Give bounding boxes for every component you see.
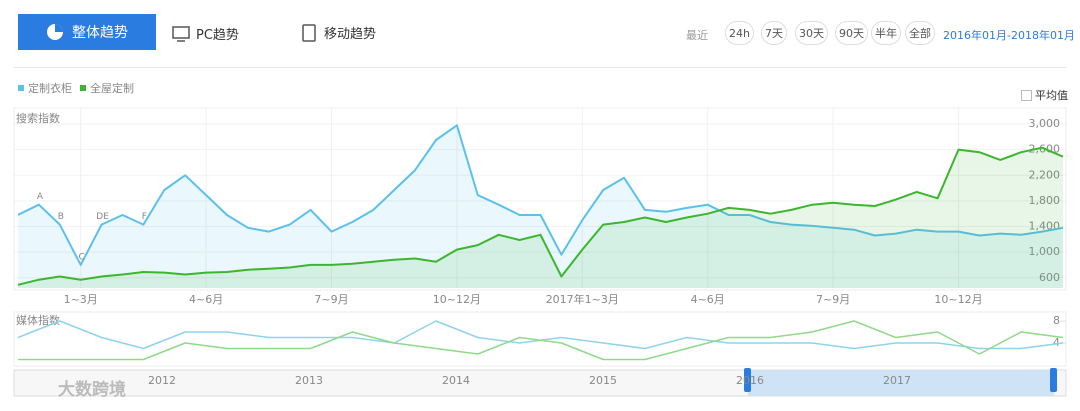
navigator-year: 2013	[295, 374, 323, 387]
tab-label: 移动趋势	[324, 27, 377, 42]
navigator-selection[interactable]	[748, 370, 1054, 396]
range-option[interactable]: 30天	[795, 21, 828, 45]
range-option[interactable]: 24h	[725, 21, 754, 45]
x-tick-label: 2017年1~3月	[546, 292, 619, 306]
y-tick-label: 8	[1053, 314, 1060, 327]
mobile-icon	[302, 23, 316, 42]
average-label: 平均值	[1035, 89, 1068, 102]
navigator-year: 2012	[148, 374, 176, 387]
y-axis-label: 搜索指数	[16, 111, 60, 125]
x-tick-label: 7~9月	[314, 293, 348, 306]
range-option[interactable]: 90天	[835, 21, 868, 45]
media-frame	[13, 311, 1067, 367]
annotation: C	[79, 252, 85, 262]
legend-swatch	[18, 85, 24, 91]
annotation: DE	[96, 212, 109, 222]
watermark: 大数跨境	[58, 379, 126, 400]
navigator-year: 2014	[442, 374, 470, 387]
legend-label: 全屋定制	[90, 81, 134, 95]
average-toggle[interactable]: 平均值	[1021, 87, 1068, 103]
range-option[interactable]: 全部	[905, 21, 935, 45]
mobile-tab[interactable]: 移动趋势	[302, 23, 376, 42]
area-fill	[18, 125, 1063, 288]
overall-tab[interactable]: 整体趋势	[18, 14, 156, 50]
checkbox[interactable]	[1021, 89, 1032, 101]
pie-icon	[47, 24, 63, 40]
legend-label: 定制衣柜	[28, 81, 72, 95]
y-tick-label: 1,000	[1029, 245, 1061, 258]
y-tick-label: 2,200	[1029, 168, 1061, 181]
x-tick-label: 4~6月	[189, 293, 223, 306]
x-tick-label: 10~12月	[433, 293, 481, 306]
annotation: B	[58, 212, 64, 222]
navigator-handle[interactable]	[744, 368, 751, 392]
pc-icon	[172, 25, 190, 42]
period[interactable]: 2016年01月-2018年01月	[943, 29, 1075, 42]
y-tick-label: 4	[1053, 336, 1060, 349]
plot-frame	[13, 107, 1067, 291]
range-option[interactable]: 半年	[871, 21, 901, 45]
legend-swatch	[80, 85, 86, 91]
y-tick-label: 1,800	[1029, 194, 1061, 207]
navigator-year: 2016	[736, 374, 764, 387]
line	[17, 146, 1064, 286]
range-option[interactable]: 7天	[761, 21, 787, 45]
navigator-year: 2017	[883, 374, 911, 387]
y-axis-label: 媒体指数	[16, 313, 60, 327]
line	[18, 320, 1064, 361]
x-tick-label: 10~12月	[934, 293, 982, 306]
tab-label: 整体趋势	[72, 25, 128, 41]
navigator-year: 2015	[589, 374, 617, 387]
annotation: F	[142, 212, 147, 222]
line	[17, 124, 1064, 266]
y-tick-label: 600	[1039, 271, 1060, 284]
pc-tab[interactable]: PC趋势	[172, 24, 239, 43]
y-tick-label: 3,000	[1029, 117, 1061, 130]
recent-label: 最近	[686, 29, 708, 42]
line	[17, 320, 1064, 350]
navigator-handle[interactable]	[1050, 368, 1057, 392]
annotation: A	[37, 192, 44, 202]
x-tick-label: 7~9月	[816, 293, 850, 306]
x-tick-label: 4~6月	[691, 293, 725, 306]
x-tick-label: 1~3月	[64, 293, 98, 306]
area-fill	[18, 147, 1063, 288]
divider	[14, 67, 1066, 68]
tab-label: PC趋势	[196, 28, 239, 43]
